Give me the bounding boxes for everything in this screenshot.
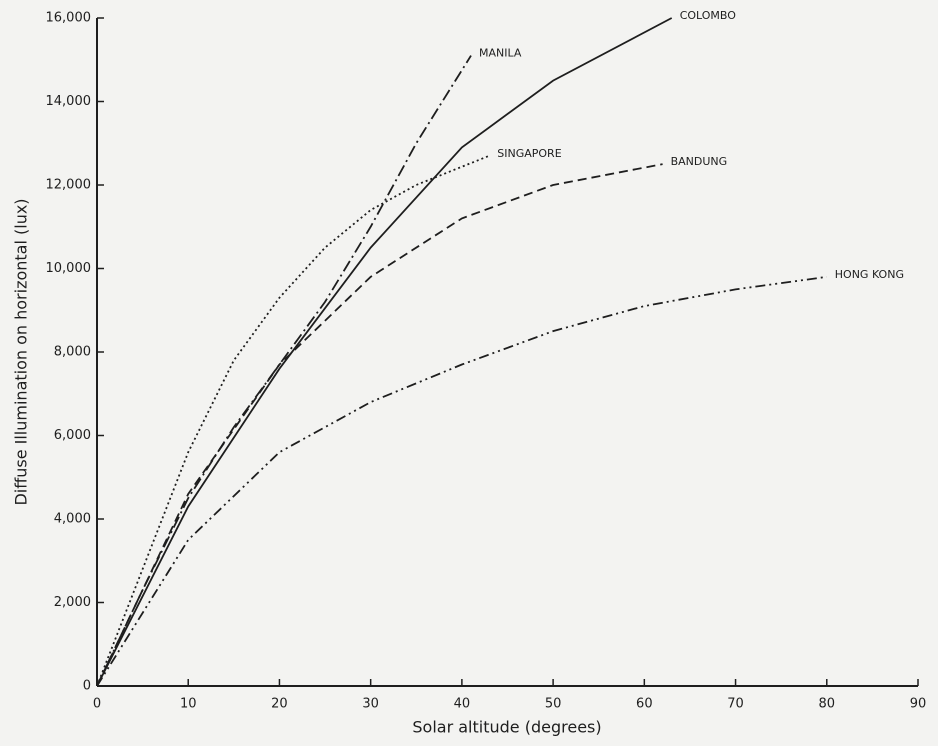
x-tick-label: 50 xyxy=(545,697,562,712)
y-tick-label: 10,000 xyxy=(46,261,92,276)
series-line xyxy=(97,164,663,686)
series-label: MANILA xyxy=(479,47,522,60)
series-line xyxy=(97,18,672,686)
y-tick-label: 2,000 xyxy=(54,595,91,610)
series-line xyxy=(97,277,827,686)
y-tick-label: 12,000 xyxy=(46,178,92,193)
x-tick-label: 80 xyxy=(819,697,836,712)
x-axis-label: Solar altitude (degrees) xyxy=(412,718,601,737)
y-axis-label: Diffuse Illumination on horizontal (lux) xyxy=(12,198,31,505)
series-label: HONG KONG xyxy=(835,268,904,281)
x-tick-label: 10 xyxy=(180,697,197,712)
x-tick-label: 20 xyxy=(271,697,288,712)
chart: Solar altitude (degrees) Diffuse Illumin… xyxy=(0,0,938,746)
series-label: COLOMBO xyxy=(680,9,737,22)
y-tick-label: 6,000 xyxy=(54,428,91,443)
x-tick-label: 70 xyxy=(727,697,744,712)
y-tick-label: 14,000 xyxy=(46,94,92,109)
y-tick-label: 8,000 xyxy=(54,345,91,360)
x-tick-label: 90 xyxy=(910,697,927,712)
series-line xyxy=(97,156,489,686)
y-tick-label: 16,000 xyxy=(46,11,92,26)
x-tick-label: 30 xyxy=(362,697,379,712)
x-tick-label: 0 xyxy=(93,697,101,712)
x-tick-label: 60 xyxy=(636,697,653,712)
y-tick-label: 4,000 xyxy=(54,512,91,527)
series-label: BANDUNG xyxy=(671,155,728,168)
series-line xyxy=(97,56,471,686)
x-tick-label: 40 xyxy=(454,697,471,712)
series-label: SINGAPORE xyxy=(497,147,561,160)
y-tick-label: 0 xyxy=(83,679,91,694)
